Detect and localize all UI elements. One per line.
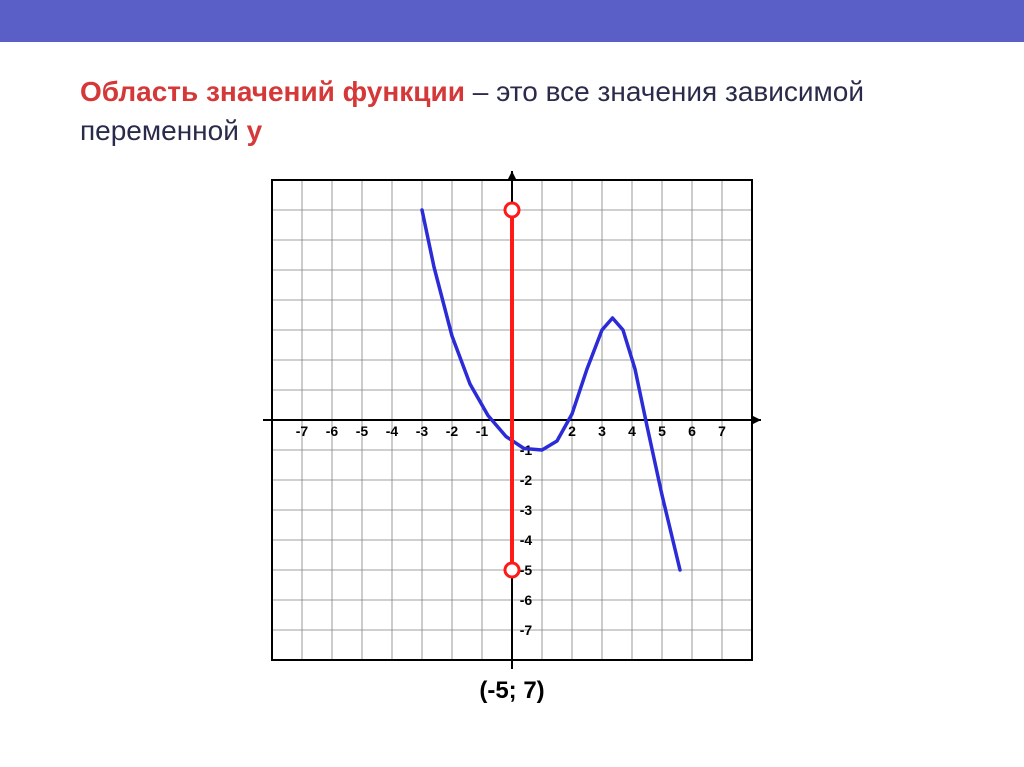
svg-text:6: 6 bbox=[688, 423, 696, 439]
svg-text:3: 3 bbox=[598, 423, 606, 439]
heading-term: Область значений функции bbox=[80, 76, 465, 107]
top-bar bbox=[0, 0, 1024, 42]
svg-text:-6: -6 bbox=[326, 423, 339, 439]
heading-y: у bbox=[247, 115, 263, 146]
svg-text:7: 7 bbox=[718, 423, 726, 439]
content: Область значений функции – это все значе… bbox=[0, 42, 1024, 705]
function-chart: -7-6-5-4-3-2-1234567-1-2-3-4-5-6-7 bbox=[262, 170, 762, 670]
svg-text:4: 4 bbox=[628, 423, 636, 439]
svg-text:-1: -1 bbox=[476, 423, 489, 439]
svg-text:-2: -2 bbox=[446, 423, 459, 439]
svg-text:-3: -3 bbox=[416, 423, 429, 439]
heading: Область значений функции – это все значе… bbox=[80, 72, 944, 150]
svg-text:-4: -4 bbox=[520, 532, 533, 548]
svg-text:-5: -5 bbox=[356, 423, 369, 439]
svg-text:-4: -4 bbox=[386, 423, 399, 439]
svg-text:-6: -6 bbox=[520, 592, 533, 608]
svg-text:-7: -7 bbox=[296, 423, 309, 439]
svg-text:-7: -7 bbox=[520, 622, 533, 638]
svg-text:5: 5 bbox=[658, 423, 666, 439]
svg-text:-3: -3 bbox=[520, 502, 533, 518]
chart-area: -7-6-5-4-3-2-1234567-1-2-3-4-5-6-7 (-5; … bbox=[80, 170, 944, 705]
svg-text:-2: -2 bbox=[520, 472, 533, 488]
svg-text:-5: -5 bbox=[520, 562, 533, 578]
answer-interval: (-5; 7) bbox=[80, 677, 944, 705]
svg-text:2: 2 bbox=[568, 423, 576, 439]
